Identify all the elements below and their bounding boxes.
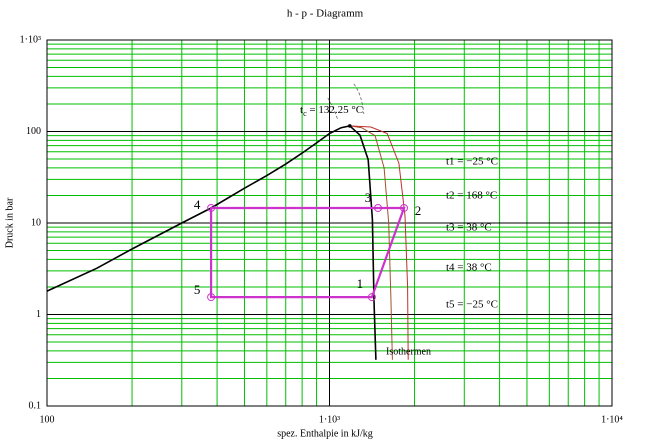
y-tick-label: 1 — [36, 309, 41, 320]
temperature-label: t3 = 38 °C — [446, 222, 492, 234]
cycle-point-label: 3 — [365, 190, 372, 205]
x-tick-label: 100 — [40, 414, 55, 425]
temperature-label: t5 = −25 °C — [446, 299, 498, 311]
cycle-point — [374, 203, 383, 212]
x-tick-label: 1·10³ — [319, 414, 340, 425]
critical-label-t: t — [300, 104, 303, 116]
curve — [349, 125, 393, 360]
critical-dash — [327, 83, 365, 121]
cycle-path — [210, 206, 406, 299]
y-tick-label: 10 — [31, 217, 41, 228]
temperature-label: t4 = 38 °C — [446, 262, 492, 274]
y-tick-label: 100 — [26, 126, 41, 137]
y-tick-label: 0.1 — [29, 400, 42, 411]
y-axis-label: Druck in bar — [4, 197, 15, 248]
chart-title: h - p - Diagramm — [287, 8, 364, 20]
curve — [46, 125, 377, 360]
cycle-point — [207, 293, 216, 302]
cycle-point — [367, 293, 376, 302]
cycle-point-label: 5 — [194, 282, 201, 297]
critical-label: tc = 132.25 °C — [300, 104, 363, 118]
temperature-label: t2 = 168 °C — [446, 190, 497, 202]
cycle-point-label: 4 — [194, 197, 201, 212]
cycle-point-label: 1 — [357, 276, 364, 291]
critical-label-rest: = 132.25 °C — [307, 104, 363, 116]
critical-label-sub: c — [303, 109, 307, 118]
cycle-point — [399, 203, 408, 212]
plot-border — [46, 39, 613, 407]
x-axis-label: spez. Enthalpie in kJ/kg — [277, 428, 373, 439]
isotherm-label: Isothermen — [386, 346, 431, 357]
critical-point — [348, 124, 352, 128]
x-tick-label: 1·10⁴ — [601, 414, 623, 425]
temperature-label: t1 = −25 °C — [446, 156, 498, 168]
y-tick-label: 1·10³ — [20, 34, 41, 45]
curve — [349, 125, 409, 360]
cycle-point-label: 2 — [415, 203, 422, 218]
cycle-point — [207, 203, 216, 212]
